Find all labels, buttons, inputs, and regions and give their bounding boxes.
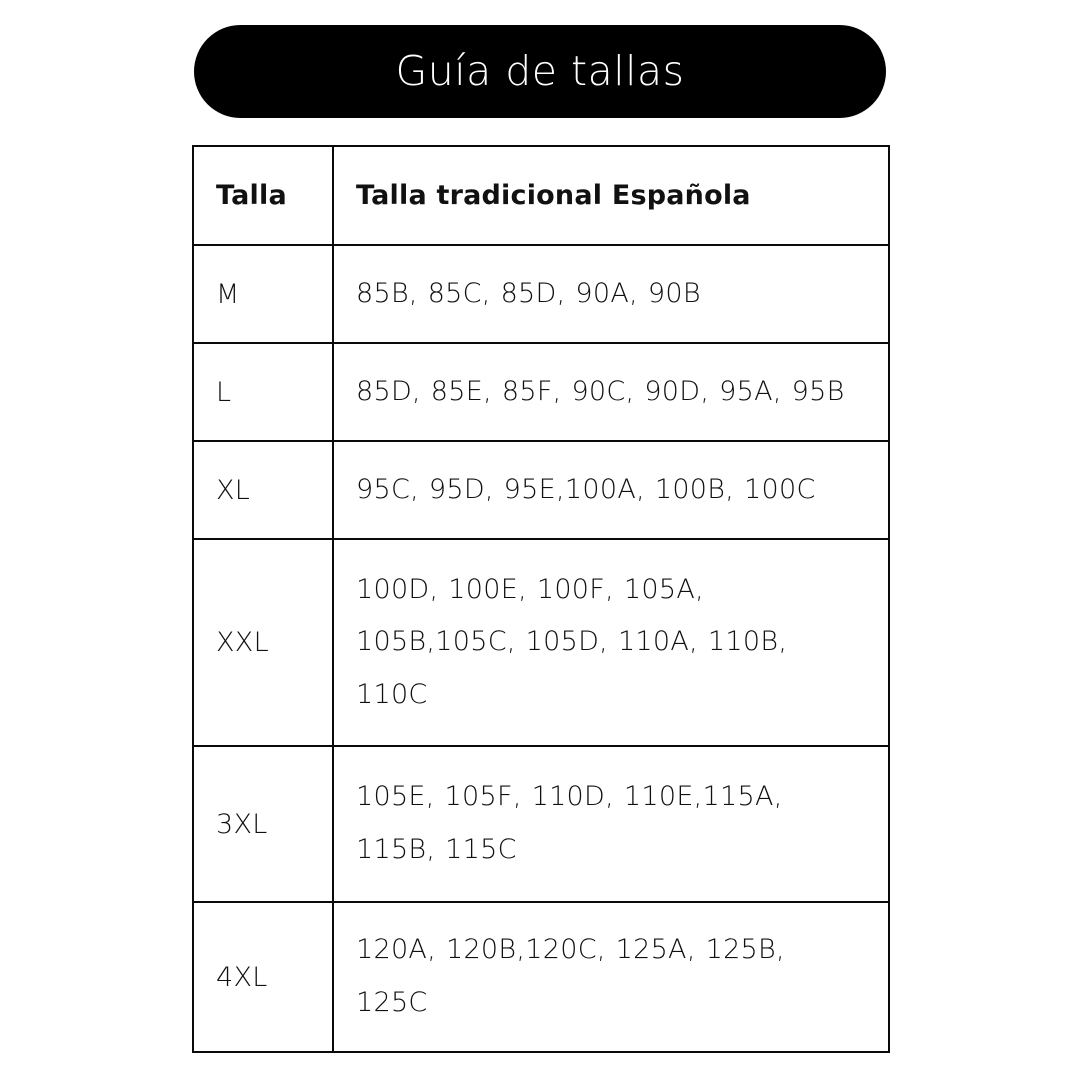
cell-traditional-text: 95C, 95D, 95E,100A, 100B, 100C [356, 473, 816, 505]
column-header-size-label: Talla [216, 180, 287, 211]
cell-size: XL [192, 440, 334, 540]
cell-size: 4XL [192, 901, 334, 1053]
size-guide-table: Talla Talla tradicional Española M 85B, … [192, 145, 890, 1053]
table-header-row: Talla Talla tradicional Española [192, 145, 890, 246]
cell-size-text: L [216, 376, 232, 408]
page-title: Guía de tallas [395, 47, 685, 95]
cell-size: XXL [192, 538, 334, 747]
table-row: XXL 100D, 100E, 100F, 105A, 105B,105C, 1… [192, 538, 890, 747]
column-header-size: Talla [192, 145, 334, 246]
cell-size-text: XL [216, 474, 251, 506]
cell-size: 3XL [192, 745, 334, 903]
table-row: L 85D, 85E, 85F, 90C, 90D, 95A, 95B [192, 342, 890, 442]
cell-traditional-text: 120A, 120B,120C, 125A, 125B, 125C [356, 934, 785, 1018]
cell-traditional-text: 105E, 105F, 110D, 110E,115A, 115B, 115C [356, 781, 783, 865]
cell-traditional: 95C, 95D, 95E,100A, 100B, 100C [332, 440, 890, 540]
cell-size: L [192, 342, 334, 442]
cell-traditional: 85D, 85E, 85F, 90C, 90D, 95A, 95B [332, 342, 890, 442]
cell-size-text: XXL [216, 627, 269, 658]
table-row: XL 95C, 95D, 95E,100A, 100B, 100C [192, 440, 890, 540]
table-body: M 85B, 85C, 85D, 90A, 90B L 85D, 85E, 85… [192, 244, 890, 1053]
cell-size-text: 4XL [216, 961, 268, 993]
cell-traditional-text: 85D, 85E, 85F, 90C, 90D, 95A, 95B [356, 375, 845, 407]
cell-traditional: 85B, 85C, 85D, 90A, 90B [332, 244, 890, 344]
cell-size-text: M [216, 278, 240, 310]
cell-traditional: 120A, 120B,120C, 125A, 125B, 125C [332, 901, 890, 1053]
size-guide-title-banner: Guía de tallas [194, 25, 886, 118]
cell-size: M [192, 244, 334, 344]
column-header-traditional-label: Talla tradicional Española [356, 180, 751, 211]
cell-size-text: 3XL [216, 808, 268, 840]
table-header: Talla Talla tradicional Española [192, 145, 890, 246]
cell-traditional-text: 85B, 85C, 85D, 90A, 90B [356, 277, 701, 309]
cell-traditional: 100D, 100E, 100F, 105A, 105B,105C, 105D,… [332, 538, 890, 747]
cell-traditional-text: 100D, 100E, 100F, 105A, 105B,105C, 105D,… [356, 573, 788, 710]
table-row: 4XL 120A, 120B,120C, 125A, 125B, 125C [192, 901, 890, 1053]
cell-traditional: 105E, 105F, 110D, 110E,115A, 115B, 115C [332, 745, 890, 903]
table-row: 3XL 105E, 105F, 110D, 110E,115A, 115B, 1… [192, 745, 890, 903]
table-row: M 85B, 85C, 85D, 90A, 90B [192, 244, 890, 344]
column-header-traditional: Talla tradicional Española [332, 145, 890, 246]
